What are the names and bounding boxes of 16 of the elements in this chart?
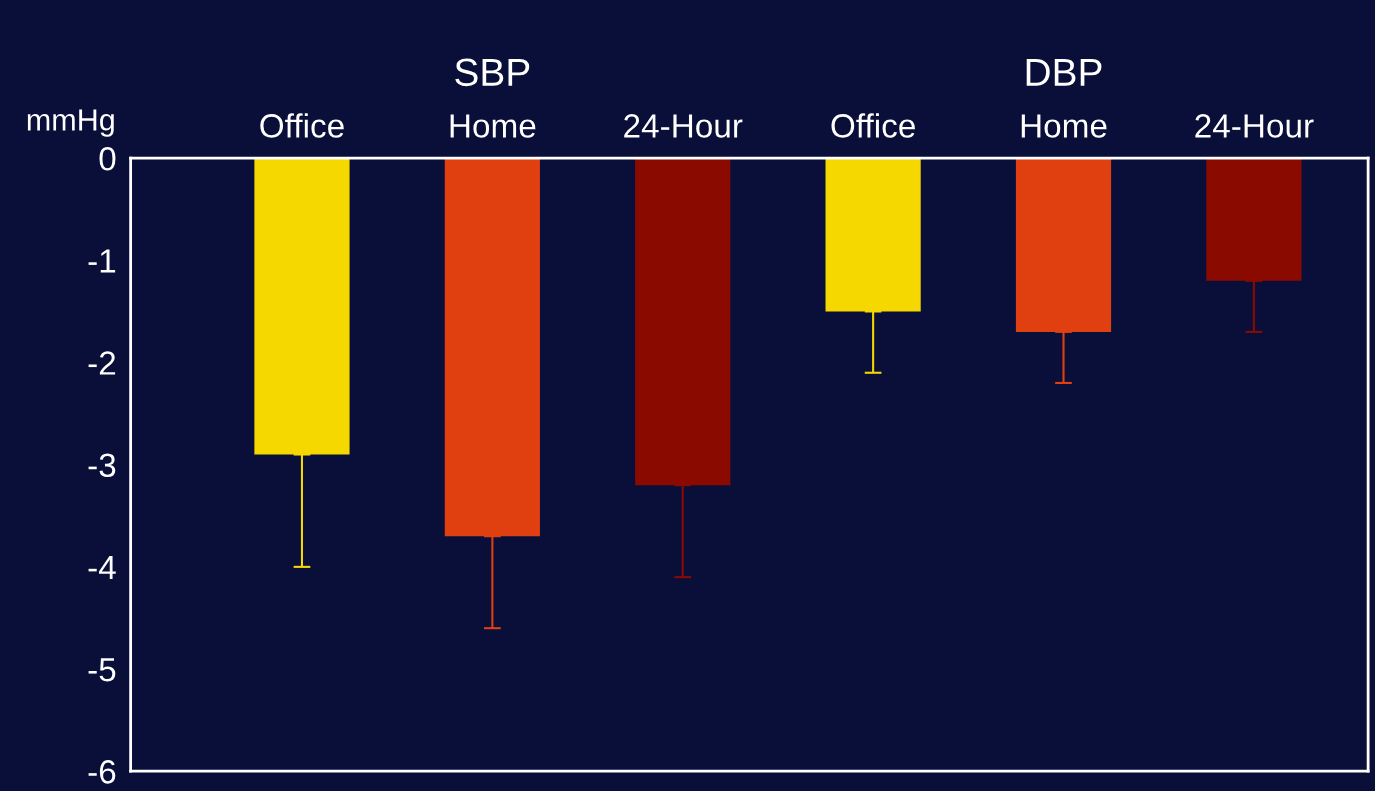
y-tick-label: -3 — [88, 453, 116, 478]
x-tick-label: Home — [450, 114, 536, 138]
y-axis-title: mmHg — [27, 109, 114, 137]
x-tick-label: 24-Hour — [1195, 114, 1314, 138]
y-tick-label: 0 — [99, 147, 116, 171]
x-tick-label: Home — [1021, 114, 1107, 138]
x-tick-label: 24-Hour — [624, 114, 743, 138]
y-tick-label: -4 — [88, 556, 116, 579]
y-tick-label: -1 — [88, 249, 116, 273]
text: SBP — [455, 58, 530, 87]
y-tick-label: -2 — [88, 351, 116, 375]
y-tick-label: -5 — [88, 658, 116, 682]
y-tick-label: -6 — [88, 760, 116, 784]
x-tick-label: Office — [260, 113, 344, 138]
text: DBP — [1026, 59, 1102, 86]
x-tick-label: Office — [831, 113, 915, 138]
